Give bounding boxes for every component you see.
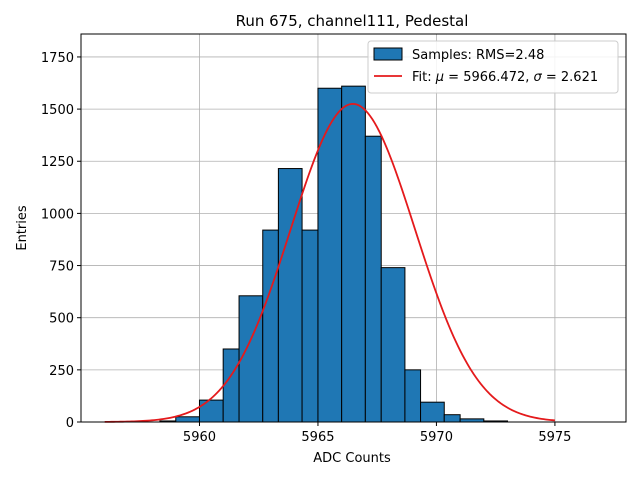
legend-fit-mu-value: = 5966.472, (444, 70, 533, 85)
plot-frame (80, 33, 627, 423)
x-tick-label-5960: 5960 (183, 430, 216, 445)
legend-fit-prefix: Fit: (412, 70, 436, 85)
legend-fit-sigma-value: = 2.621 (542, 70, 598, 85)
histogram-bar-13 (404, 369, 422, 423)
legend-swatch-samples (373, 47, 403, 61)
x-tick-label-5975: 5975 (538, 430, 571, 445)
legend-fit-sigma-symbol: σ (534, 70, 543, 85)
legend-fit-mu-symbol: μ (435, 70, 444, 85)
fit-curve (104, 102, 555, 423)
chart-title: Run 675, channel111, Pedestal (236, 12, 469, 30)
y-tick-label-0: 0 (66, 416, 74, 431)
legend-box (367, 40, 619, 94)
legend-label-fit: Fit: μ = 5966.472, σ = 2.621 (412, 70, 598, 85)
x-axis-label: ADC Counts (313, 451, 391, 466)
histogram-bar-2 (175, 416, 200, 423)
histogram-bars (159, 85, 509, 423)
y-tick-label-1750: 1750 (41, 51, 74, 66)
histogram-bar-15 (443, 414, 461, 423)
histogram-bar-12 (380, 267, 406, 423)
y-tick-label-1000: 1000 (41, 207, 74, 222)
y-axis-label: Entries (15, 205, 30, 251)
x-axis-ticks: 5960 5965 5970 5975 (183, 422, 571, 445)
y-tick-label-750: 750 (49, 260, 74, 275)
x-tick-label-5965: 5965 (301, 430, 334, 445)
histogram-bar-8 (301, 229, 319, 423)
histogram-bar-4 (222, 348, 240, 423)
histogram-bar-3 (198, 399, 224, 423)
histogram-bar-5 (238, 295, 264, 423)
y-tick-label-1500: 1500 (41, 103, 74, 118)
fit-curve-group (104, 102, 555, 423)
y-axis-ticks: 0 250 500 750 1000 1250 1500 1750 (41, 51, 81, 431)
x-tick-label-5970: 5970 (420, 430, 453, 445)
y-tick-label-1250: 1250 (41, 155, 74, 170)
legend-label-samples: Samples: RMS=2.48 (412, 48, 544, 63)
histogram-bar-6 (262, 229, 279, 423)
histogram-bar-11 (364, 135, 382, 423)
histogram-bar-10 (341, 85, 366, 423)
y-tick-label-250: 250 (49, 364, 74, 379)
histogram-bar-9 (317, 87, 343, 423)
y-tick-label-500: 500 (49, 312, 74, 327)
histogram-bar-14 (420, 401, 445, 423)
legend: Samples: RMS=2.48 Fit: μ = 5966.472, σ =… (367, 40, 619, 94)
